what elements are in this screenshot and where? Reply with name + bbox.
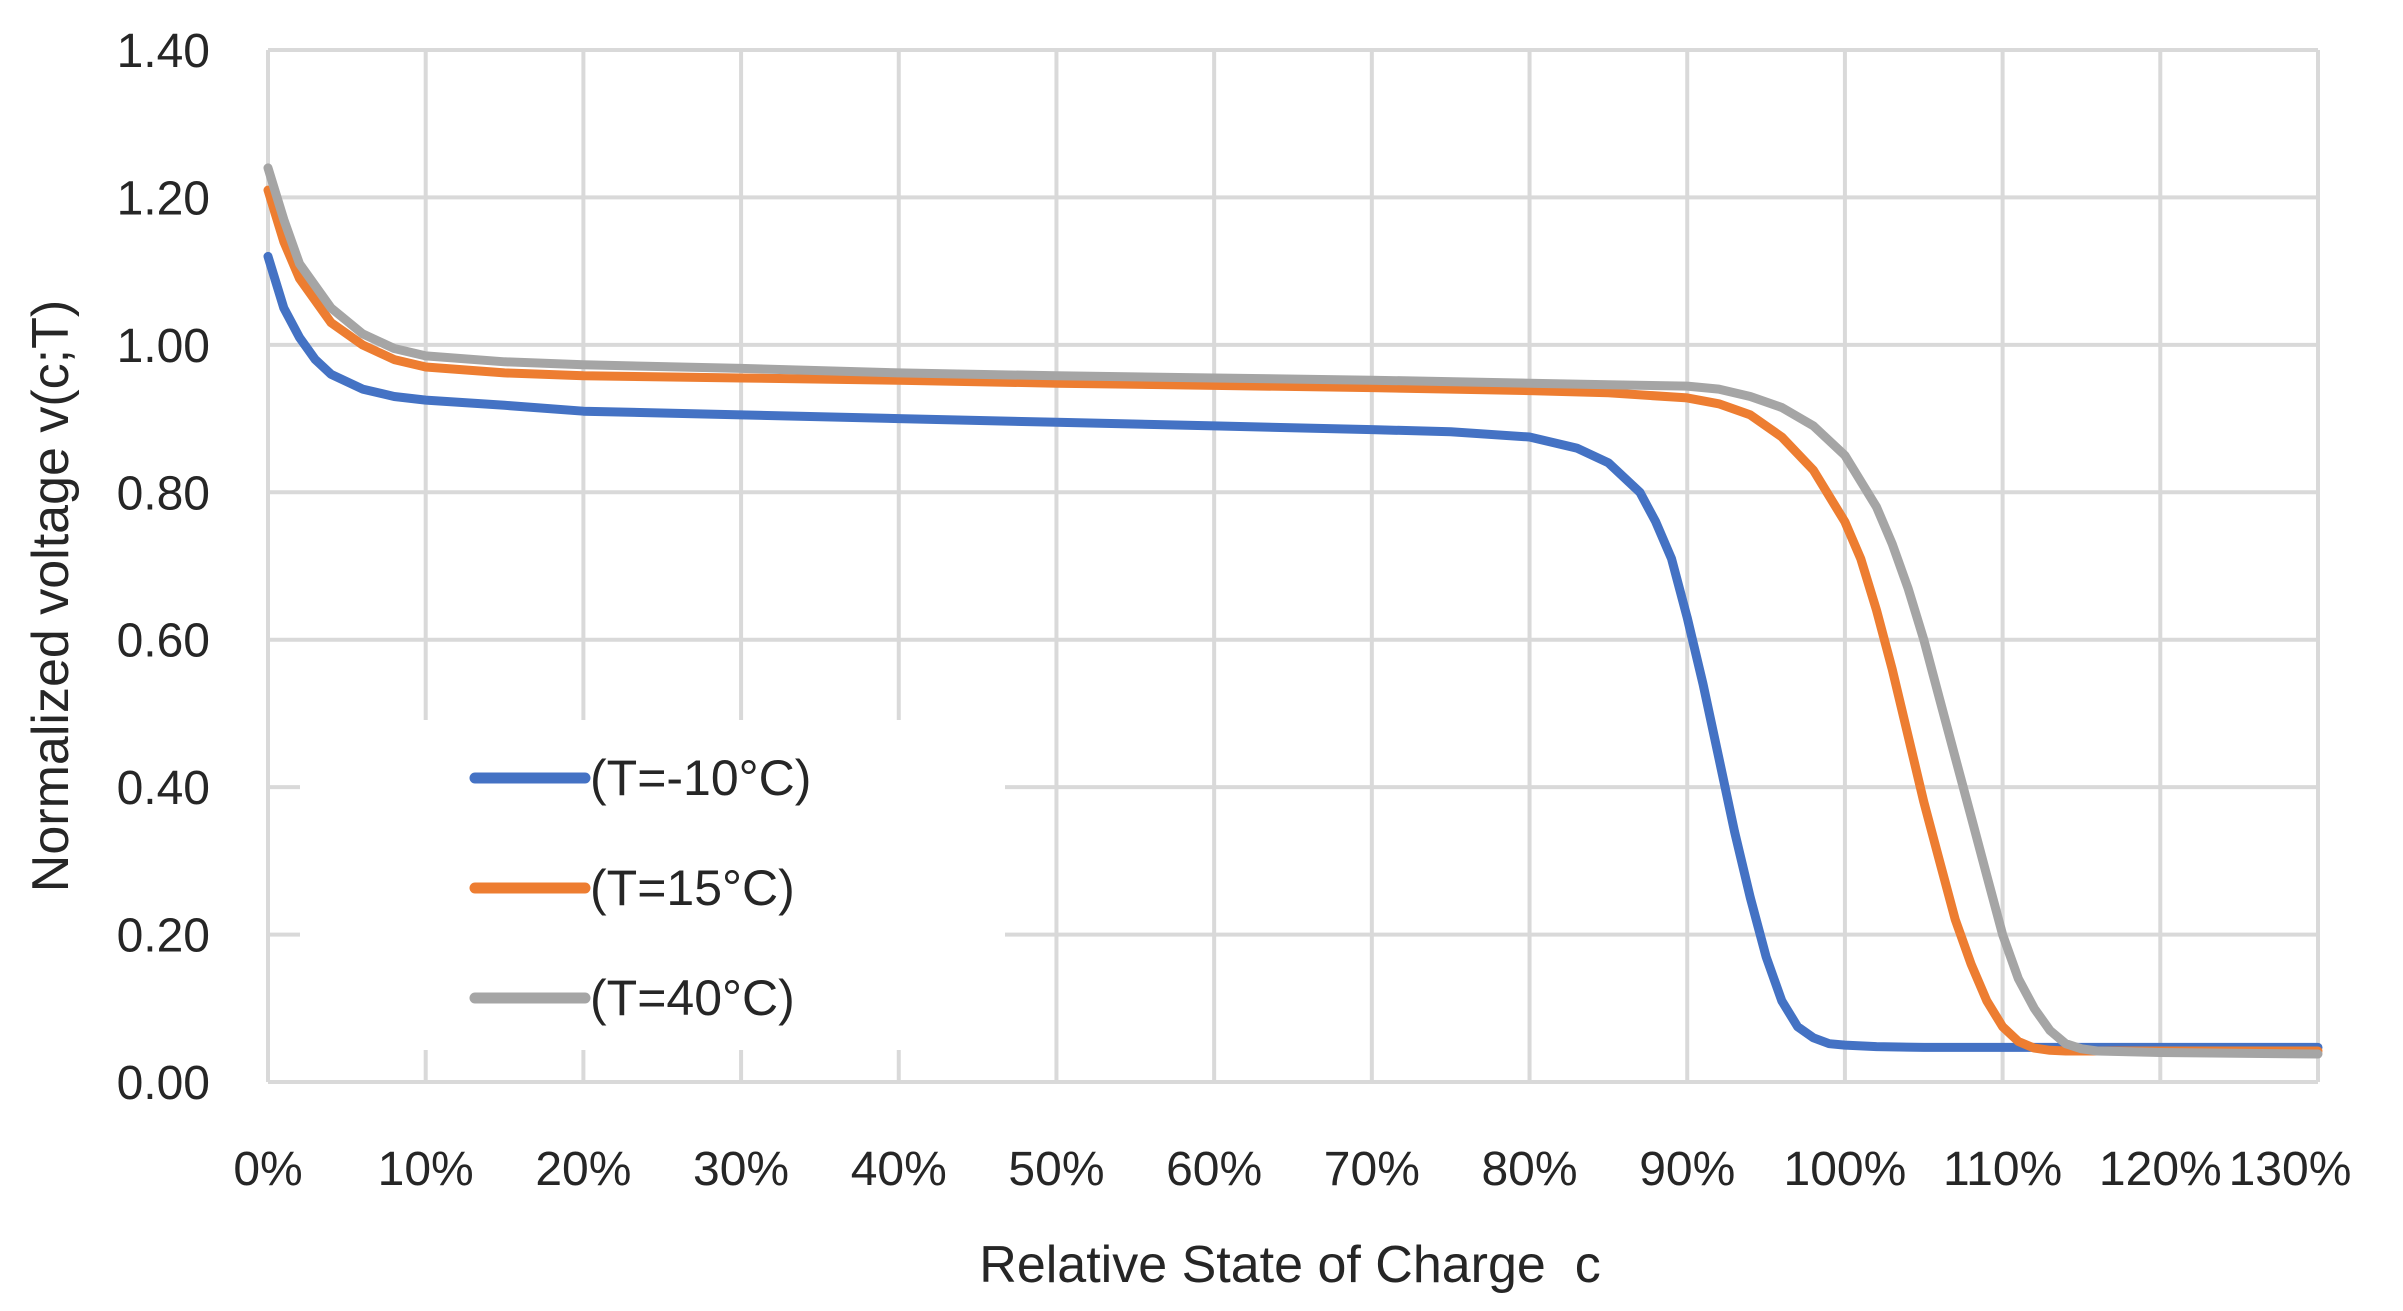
legend-label: (T=40°C) bbox=[590, 970, 795, 1026]
x-tick-label: 10% bbox=[378, 1143, 474, 1196]
y-axis-ticks: 0.00 0.20 0.40 0.60 0.80 1.00 1.20 1.40 bbox=[117, 25, 210, 1110]
y-tick-label: 0.80 bbox=[117, 467, 210, 520]
series-line bbox=[263, 163, 2323, 1059]
y-tick-label: 1.00 bbox=[117, 320, 210, 373]
y-tick-label: 0.20 bbox=[117, 910, 210, 963]
x-tick-label: 110% bbox=[1943, 1143, 2062, 1196]
x-tick-label: 100% bbox=[1784, 1143, 1907, 1196]
x-tick-label: 30% bbox=[693, 1143, 789, 1196]
series-line bbox=[263, 185, 2323, 1056]
x-tick-label: 20% bbox=[535, 1143, 631, 1196]
x-tick-label: 90% bbox=[1639, 1143, 1735, 1196]
y-tick-label: 0.00 bbox=[117, 1057, 210, 1110]
x-tick-label: 50% bbox=[1008, 1143, 1104, 1196]
x-tick-label: 40% bbox=[851, 1143, 947, 1196]
y-tick-label: 0.60 bbox=[117, 615, 210, 668]
legend-label: (T=-10°C) bbox=[590, 750, 811, 806]
x-axis-title: Relative State of Charge c bbox=[979, 1236, 1600, 1294]
x-tick-label: 130% bbox=[2229, 1143, 2352, 1196]
x-tick-label: 120% bbox=[2099, 1143, 2222, 1196]
legend: (T=-10°C) (T=15°C) (T=40°C) bbox=[300, 720, 1005, 1050]
series-line bbox=[263, 251, 2323, 1052]
x-tick-label: 80% bbox=[1481, 1143, 1577, 1196]
y-tick-label: 1.40 bbox=[117, 25, 210, 78]
legend-label: (T=15°C) bbox=[590, 860, 795, 916]
series-lines bbox=[263, 163, 2323, 1059]
y-tick-label: 0.40 bbox=[117, 762, 210, 815]
y-tick-label: 1.20 bbox=[117, 172, 210, 225]
gridlines bbox=[266, 48, 2320, 1084]
x-axis-ticks: 0% 10% 20% 30% 40% 50% 60% 70% 80% 90% 100% 110% 120… bbox=[233, 1143, 2351, 1196]
y-axis-title: Normalized voltage v(c;T) bbox=[22, 300, 80, 892]
x-tick-label: 70% bbox=[1324, 1143, 1420, 1196]
x-tick-label: 60% bbox=[1166, 1143, 1262, 1196]
x-tick-label: 0% bbox=[233, 1143, 302, 1196]
legend-background bbox=[300, 720, 1005, 1050]
